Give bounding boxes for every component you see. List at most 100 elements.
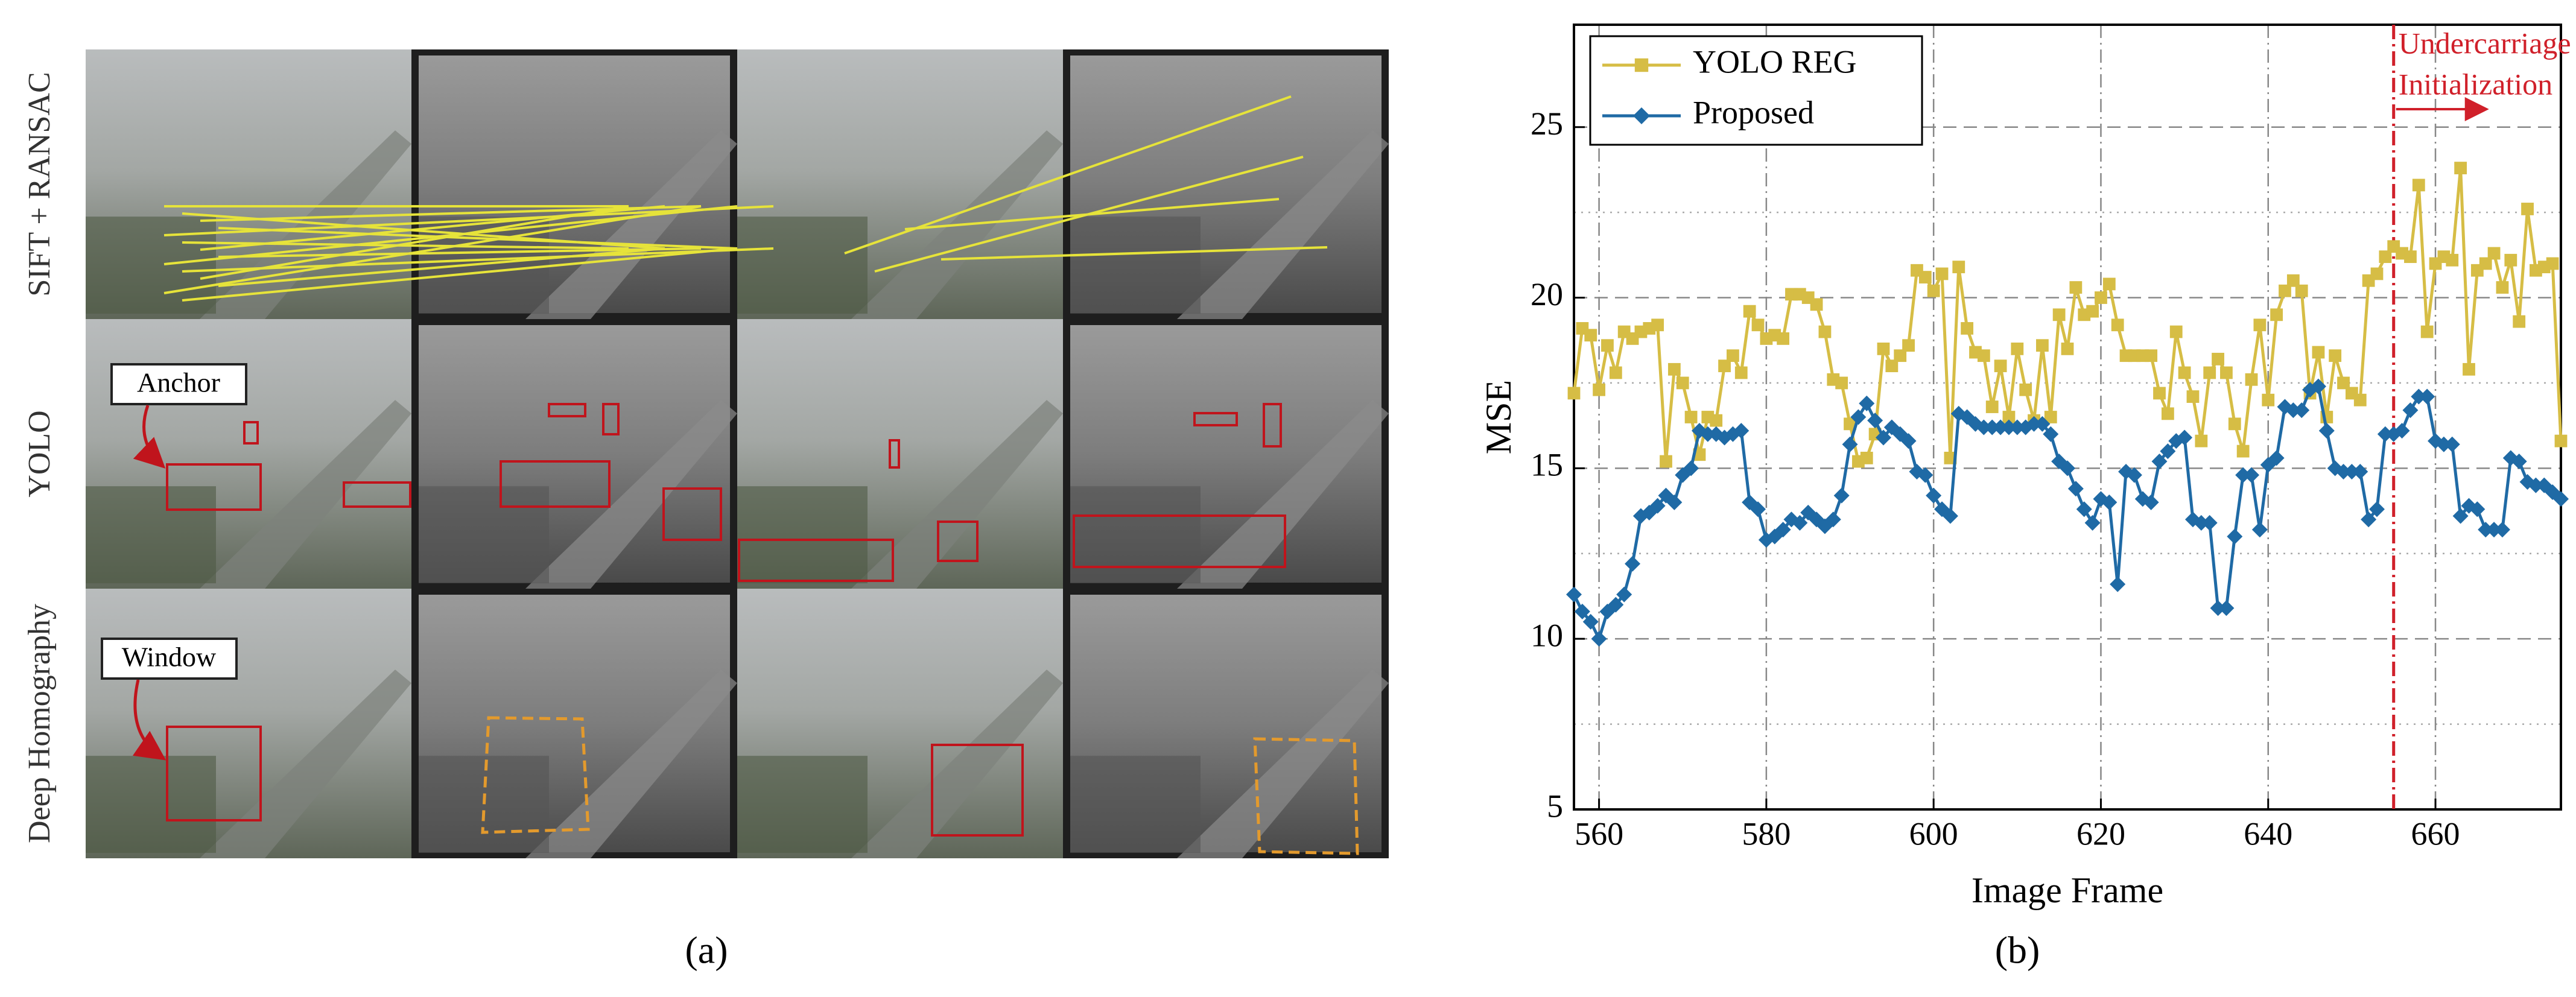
data-point	[2034, 416, 2051, 432]
data-point	[2060, 460, 2075, 476]
data-point	[1875, 429, 1891, 446]
match-line	[163, 205, 702, 294]
data-point	[2195, 434, 2208, 448]
data-point	[1818, 325, 1832, 338]
data-point	[1750, 501, 1766, 517]
ground	[86, 486, 216, 584]
road	[525, 400, 737, 589]
window-box	[166, 726, 262, 821]
data-point	[2377, 426, 2393, 442]
data-point	[1616, 586, 1632, 603]
data-point	[1775, 522, 1791, 538]
data-point	[2511, 454, 2527, 470]
data-point	[1985, 400, 1999, 413]
data-point	[2227, 528, 2243, 545]
legend-label: Proposed	[1693, 94, 1814, 130]
data-point	[2285, 402, 2302, 419]
ground	[86, 756, 216, 853]
data-point	[2553, 491, 2569, 507]
data-point	[2095, 291, 2107, 304]
data-point	[2420, 325, 2434, 338]
match-line	[182, 247, 738, 302]
data-point	[1751, 318, 1765, 332]
data-point	[2496, 281, 2509, 294]
data-point	[2044, 411, 2057, 423]
data-point	[2270, 308, 2283, 321]
data-point	[1835, 376, 1848, 390]
data-point	[1993, 419, 2009, 435]
data-point	[1850, 409, 1867, 425]
caption-a: (a)	[685, 929, 728, 972]
data-point	[2435, 436, 2452, 452]
road	[1177, 400, 1389, 589]
row-label: YOLO	[22, 410, 57, 497]
ground	[737, 486, 868, 584]
data-point	[2145, 349, 2158, 362]
data-point	[1591, 631, 1607, 647]
data-point	[2454, 162, 2467, 174]
data-point	[1567, 387, 1581, 400]
data-point	[2504, 253, 2517, 267]
data-point	[2546, 257, 2559, 270]
data-point	[1608, 597, 1624, 613]
data-point	[2446, 253, 2459, 267]
data-point	[1918, 271, 1932, 283]
y-tick-label: 10	[1531, 618, 1563, 654]
y-tick-label: 15	[1531, 447, 1563, 483]
data-point	[2236, 445, 2250, 458]
data-point	[2554, 434, 2568, 448]
annotation-text: Undercarriage	[2399, 26, 2571, 60]
data-point	[2312, 346, 2325, 359]
data-point	[2487, 247, 2501, 260]
road	[200, 669, 411, 858]
legend-marker	[1633, 107, 1650, 124]
data-point	[2153, 387, 2166, 400]
data-point	[2218, 600, 2235, 616]
match-line	[218, 247, 665, 287]
data-point	[1961, 322, 1974, 335]
data-point	[2344, 464, 2360, 480]
warped-window	[1253, 737, 1359, 855]
data-point	[2036, 339, 2049, 352]
data-point	[1743, 305, 1756, 318]
road	[525, 130, 737, 319]
data-point	[2461, 498, 2477, 514]
data-point	[2178, 366, 2191, 379]
data-point	[1651, 318, 1664, 332]
data-point	[1582, 613, 1599, 630]
data-point	[1593, 383, 1605, 396]
road	[525, 669, 737, 858]
callout-label: Window	[122, 642, 217, 673]
data-point	[1926, 487, 1942, 504]
data-point	[2419, 388, 2435, 405]
road	[200, 130, 411, 319]
data-point	[1733, 423, 1750, 439]
callout-box	[101, 638, 238, 680]
data-point	[1833, 487, 1850, 504]
x-tick-label: 640	[2244, 815, 2292, 852]
row-label: Deep Homography	[22, 604, 57, 843]
data-point	[2379, 250, 2392, 264]
data-point	[2011, 342, 2024, 355]
data-point	[2186, 390, 2200, 403]
data-point	[2151, 454, 2168, 470]
data-point	[2469, 501, 2486, 517]
data-point	[1566, 586, 1582, 603]
data-point	[1666, 494, 1683, 510]
data-point	[2052, 308, 2066, 321]
data-point	[2201, 514, 2218, 531]
annotation-text: Initialization	[2399, 67, 2552, 101]
data-point	[2486, 522, 2502, 538]
data-point	[1684, 411, 1698, 423]
callout-label: Anchor	[137, 367, 220, 398]
data-point	[1825, 511, 1841, 528]
y-axis-label: MSE	[1479, 380, 1518, 454]
road	[1177, 669, 1389, 858]
data-point	[1976, 419, 1992, 435]
data-point	[2061, 342, 2074, 355]
data-point	[2253, 318, 2267, 332]
data-point	[2329, 349, 2342, 362]
data-point	[1977, 349, 1990, 362]
data-point	[2210, 600, 2226, 616]
y-tick-label: 20	[1531, 276, 1563, 312]
